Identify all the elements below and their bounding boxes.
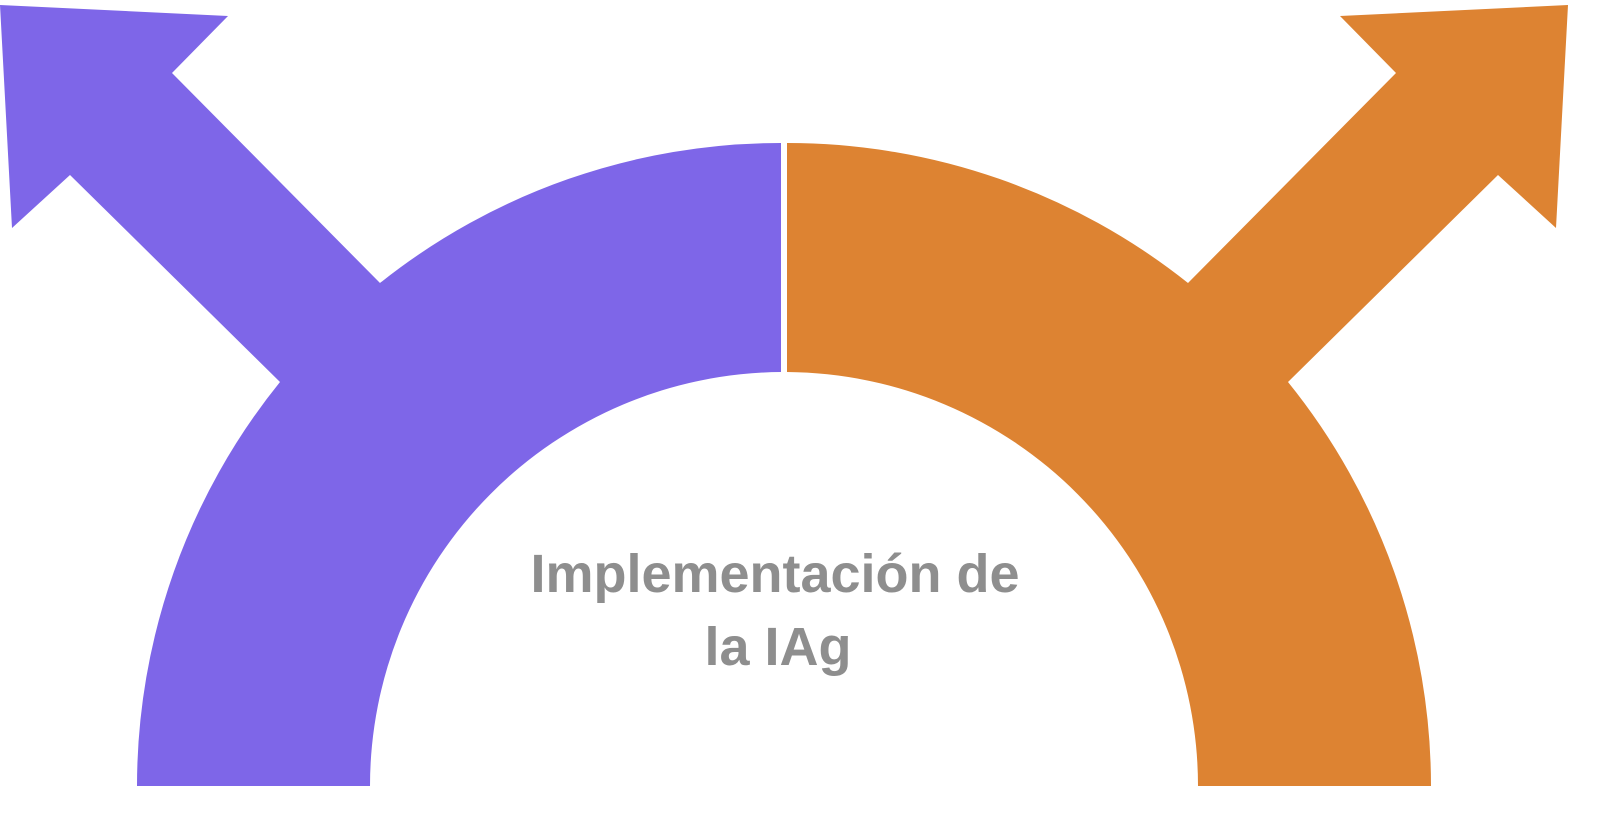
center-label-line: la IAg: [704, 617, 851, 677]
left-arrow-arc: [0, 5, 781, 786]
center-label-line: Implementación de: [530, 544, 1019, 604]
right-arrow-arc: [787, 5, 1568, 786]
